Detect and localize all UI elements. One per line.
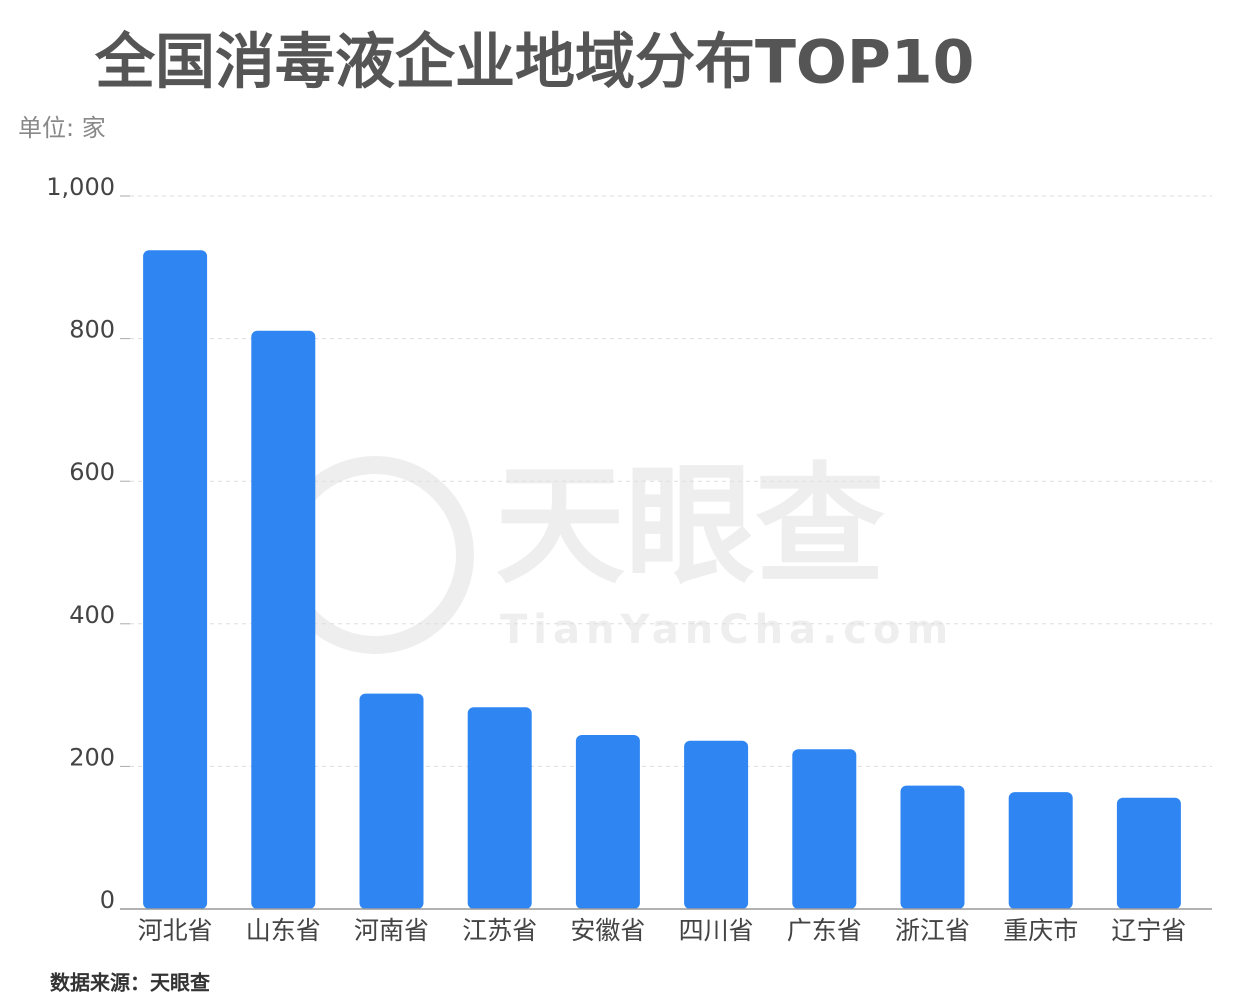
bar: [467, 707, 532, 909]
source: 数据来源：天眼查: [50, 971, 210, 995]
bar: [143, 250, 208, 910]
chart-title: 全国消毒液企业地域分布TOP10: [94, 28, 974, 98]
watermark-name: 天眼查: [495, 450, 885, 602]
y-tick-label: 800: [69, 316, 115, 344]
bar: [684, 740, 749, 909]
watermark: 天眼查 TianYanCha.com: [276, 450, 954, 654]
bar: [1116, 797, 1181, 909]
x-tick-label: 辽宁省: [1111, 916, 1186, 945]
bar: [359, 693, 424, 909]
x-tick-label: 河北省: [138, 916, 213, 945]
bar: [575, 735, 640, 909]
unit-label: 单位: 家: [18, 114, 106, 142]
bar: [251, 330, 316, 910]
bar: [1008, 792, 1073, 909]
y-tick-label: 1,000: [46, 173, 115, 201]
x-tick-label: 重庆市: [1003, 916, 1078, 945]
x-tick-label: 浙江省: [895, 916, 970, 945]
x-tick-label: 安徽省: [570, 916, 645, 945]
x-tick-label: 四川省: [679, 916, 754, 945]
x-tick-label: 江苏省: [462, 916, 537, 945]
y-tick-label: 400: [69, 601, 115, 629]
bar: [792, 749, 857, 909]
watermark-url: TianYanCha.com: [500, 607, 954, 653]
x-tick-label: 河南省: [354, 916, 429, 945]
y-tick-label: 200: [69, 743, 115, 771]
x-tick-label: 山东省: [246, 916, 321, 945]
x-tick-label: 广东省: [787, 916, 862, 945]
y-tick-label: 600: [69, 458, 115, 486]
bar: [900, 785, 965, 909]
y-tick-label: 0: [100, 886, 115, 914]
